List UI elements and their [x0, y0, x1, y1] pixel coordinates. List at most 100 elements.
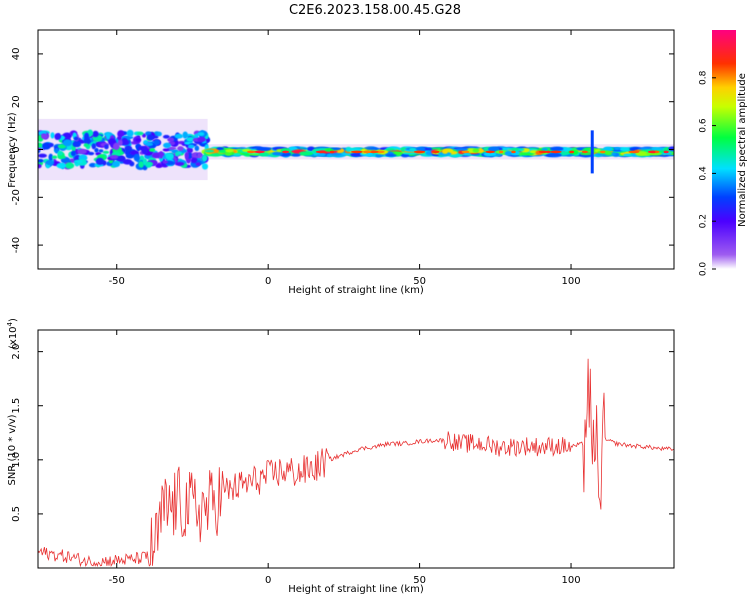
top-x-tick-label: -50	[109, 276, 125, 287]
spectral-blob	[73, 159, 83, 164]
spectral-blob	[57, 150, 63, 156]
spectral-peak	[663, 150, 669, 154]
bottom-y-tick-label: 1.5	[11, 398, 22, 414]
spectral-blob	[72, 140, 82, 148]
spectral-blob	[184, 151, 189, 160]
bottom-y-ticks: 0.5 1.0 1.5 2.0	[11, 344, 674, 522]
spectral-blob	[92, 130, 99, 138]
bottom-y-tick-label: 1.0	[11, 452, 22, 468]
spectral-blob	[346, 147, 363, 152]
spectral-blob	[483, 151, 497, 157]
colorbar-tick-label: 0.8	[699, 70, 709, 85]
top-x-axis-label: Height of straight line (km)	[288, 285, 424, 296]
spectral-blob	[541, 148, 548, 151]
bottom-x-tick-label: 0	[265, 575, 271, 586]
spectral-blob	[145, 162, 152, 168]
spectral-peak	[511, 150, 516, 154]
spectral-peak	[650, 150, 656, 154]
spectral-blob	[330, 147, 342, 151]
spectral-blob	[104, 144, 109, 150]
spectral-blob	[133, 153, 140, 162]
top-y-tick-label: -40	[11, 237, 22, 253]
spectral-blob	[162, 148, 170, 152]
spectral-blob	[291, 153, 301, 157]
spectral-blob	[145, 142, 154, 147]
spectral-peak	[254, 150, 265, 154]
colorbar-tick-label: 0.6	[699, 118, 709, 133]
spectral-blob	[138, 161, 144, 168]
spectral-blob	[48, 153, 53, 161]
svg-text:(x104): (x104)	[6, 318, 19, 349]
spectral-blob	[613, 147, 621, 151]
bottom-x-tick-label: 100	[561, 575, 580, 586]
spectral-blob	[197, 152, 203, 159]
spectral-blob	[402, 151, 417, 155]
y-multiplier: (x104)	[6, 318, 19, 349]
spectral-blob	[174, 133, 184, 139]
spectral-blob	[256, 147, 272, 152]
top-y-tick-label: 20	[11, 95, 22, 108]
chart-title: C2E6.2023.158.00.45.G28	[289, 3, 461, 18]
colorbar-label: Normalized spectral amplitude	[737, 73, 748, 227]
colorbar-tick-label: 0.0	[699, 262, 709, 277]
spectral-peak	[246, 150, 256, 154]
spectral-blob	[182, 131, 188, 139]
spectral-blob	[109, 155, 119, 160]
colorbar	[712, 30, 736, 269]
spectral-peak	[545, 150, 551, 154]
top-y-ticks: -40 -20 0 20 40	[11, 48, 674, 253]
spectral-blob	[48, 142, 54, 148]
spectral-blob	[394, 152, 403, 155]
spectral-peak	[628, 150, 640, 154]
spectral-blob	[386, 153, 397, 157]
spectral-blob	[488, 146, 500, 152]
spectral-blob	[472, 148, 480, 153]
spectral-blob	[157, 131, 162, 137]
spectral-blob	[519, 153, 534, 156]
spectral-blob	[197, 132, 205, 136]
spectral-peak	[498, 150, 504, 154]
spectral-peak	[362, 150, 372, 154]
top-x-tick-label: 0	[265, 276, 271, 287]
spectral-blob	[316, 152, 327, 157]
spectral-blob	[504, 150, 512, 156]
spectral-blob	[204, 149, 215, 153]
spectral-peak	[350, 150, 363, 154]
spectral-blob	[195, 162, 201, 166]
bottom-x-axis-label: Height of straight line (km)	[288, 584, 424, 595]
spectral-blob	[190, 157, 198, 164]
spectral-blob	[174, 151, 180, 157]
spectral-blob	[38, 163, 42, 169]
spectral-blob	[174, 161, 185, 166]
bottom-plot-frame	[37, 329, 675, 569]
bottom-x-tick-label: -50	[109, 575, 125, 586]
spectral-blob	[299, 151, 314, 156]
spectral-blob	[186, 147, 194, 154]
spectral-blob	[122, 158, 133, 165]
bottom-y-tick-label: 2.0	[11, 344, 22, 360]
spectral-blob	[38, 158, 44, 163]
y-multiplier-exp: 4	[6, 321, 14, 326]
spectral-blob	[233, 153, 241, 156]
spectral-blob	[117, 130, 125, 138]
colorbar-tick-label: 0.2	[699, 214, 709, 228]
spectral-blob	[167, 146, 177, 150]
top-x-tick-label: 50	[413, 276, 426, 287]
colorbar-tick-label: 0.4	[699, 166, 709, 181]
colorbar-ticks: 0.0 0.2 0.4 0.6 0.8	[699, 70, 716, 277]
spectral-blob	[56, 162, 67, 169]
spectral-peak	[315, 150, 326, 154]
spectral-spike	[590, 130, 594, 174]
spectral-blob	[87, 151, 95, 156]
spectral-blob	[135, 138, 141, 142]
spectral-blob	[84, 132, 90, 141]
top-y-tick-label: -20	[11, 189, 22, 205]
spectral-blob	[201, 154, 208, 162]
spectral-blob	[73, 136, 79, 141]
spectral-blob	[141, 147, 149, 155]
spectral-blob	[51, 155, 58, 159]
spectral-peak	[538, 150, 548, 154]
spectral-peak	[282, 150, 290, 154]
